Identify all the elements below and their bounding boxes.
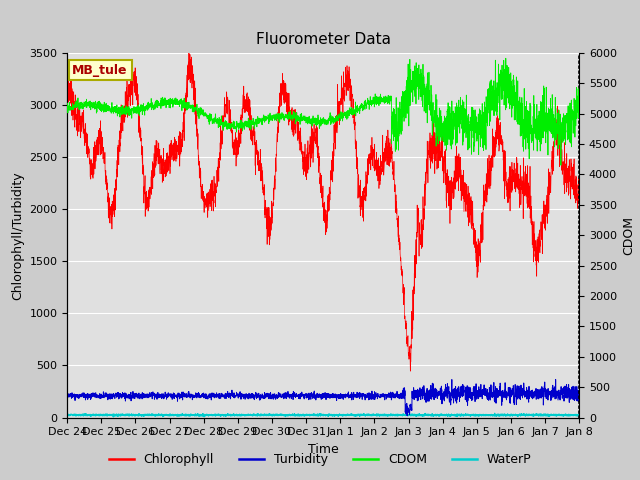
Y-axis label: CDOM: CDOM	[623, 216, 636, 255]
Legend: Chlorophyll, Turbidity, CDOM, WaterP: Chlorophyll, Turbidity, CDOM, WaterP	[104, 448, 536, 471]
Text: MB_tule: MB_tule	[72, 64, 128, 77]
Y-axis label: Chlorophyll/Turbidity: Chlorophyll/Turbidity	[11, 171, 24, 300]
Title: Fluorometer Data: Fluorometer Data	[256, 33, 390, 48]
X-axis label: Time: Time	[308, 443, 339, 456]
